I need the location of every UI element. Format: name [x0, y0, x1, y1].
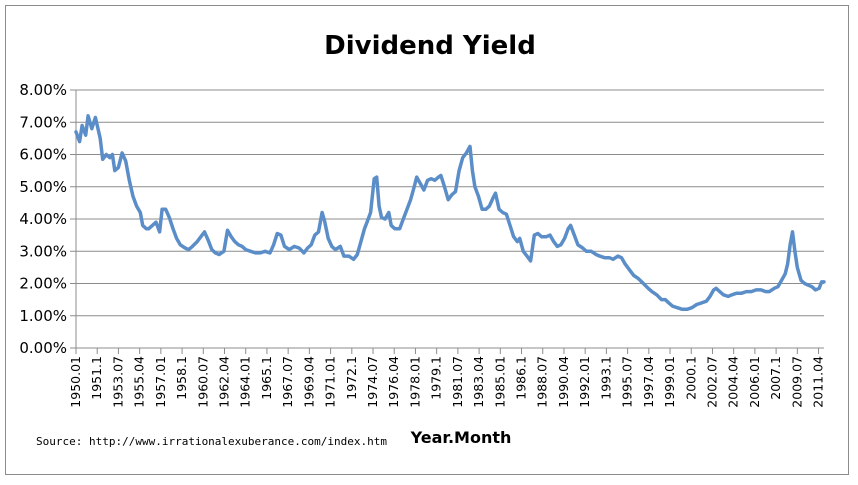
x-tick-label: 1997.04 [641, 356, 656, 408]
x-tick-label: 1990.04 [556, 356, 571, 408]
x-tick-label: 1971.01 [323, 356, 338, 408]
y-tick-label: 3.00% [19, 242, 67, 260]
y-tick-label: 4.00% [19, 210, 67, 228]
y-tick-label: 2.00% [19, 275, 67, 293]
x-tick-label: 1993.1 [598, 356, 613, 400]
x-tick-label: 1992.01 [577, 356, 592, 408]
x-tick-label: 1965.1 [259, 356, 274, 400]
x-axis-title: Year.Month [410, 428, 512, 447]
x-tick-label: 2000.1 [683, 356, 698, 400]
y-tick-label: 0.00% [19, 339, 67, 357]
source-note: Source: http://www.irrationalexuberance.… [36, 435, 387, 448]
x-tick-label: 1988.07 [535, 356, 550, 408]
x-tick-label: 1953.07 [110, 356, 125, 408]
x-tick-label: 1955.04 [132, 356, 147, 408]
series-line-dividend-yield [74, 114, 826, 312]
x-tick-label: 1983.04 [471, 356, 486, 408]
x-tick-label: 1976.04 [386, 356, 401, 408]
y-tick-label: 5.00% [19, 178, 67, 196]
x-tick-label: 1985.01 [492, 356, 507, 408]
y-tick-label: 8.00% [19, 81, 67, 99]
series-group [74, 114, 826, 312]
x-tick-label: 1967.07 [280, 356, 295, 408]
x-tick-label: 1950.01 [68, 356, 83, 408]
x-tick-label: 2006.01 [747, 356, 762, 408]
x-tick-label: 2002.07 [704, 356, 719, 408]
x-tick-label: 1979.1 [429, 356, 444, 400]
x-tick-label: 2009.07 [789, 356, 804, 408]
x-tick-label: 1981.07 [450, 356, 465, 408]
chart-frame: Dividend Yield 0.00% 1.00% 2.00% 3.00% 4.00%… [5, 5, 849, 475]
gridlines [76, 89, 824, 317]
x-tick-label: 1978.01 [407, 356, 422, 408]
y-tick-label: 7.00% [19, 113, 67, 131]
x-tick-label: 1986.1 [514, 356, 529, 400]
x-tick-label: 1974.07 [365, 356, 380, 408]
x-tick-label: 1995.07 [620, 356, 635, 408]
x-tick-label: 2004.04 [726, 356, 741, 408]
x-tick-label: 1972.1 [344, 356, 359, 400]
x-axis-ticks: 1950.01 1951.1 1953.07 1955.04 1957.01 1958.1… [68, 348, 826, 408]
x-tick-label: 2011.04 [811, 356, 826, 408]
y-tick-label: 6.00% [19, 146, 67, 164]
x-tick-label: 1962.04 [217, 356, 232, 408]
x-tick-label: 2007.1 [768, 356, 783, 400]
x-tick-label: 1969.04 [301, 356, 316, 408]
y-tick-label: 1.00% [19, 307, 67, 325]
y-axis-ticks: 0.00% 1.00% 2.00% 3.00% 4.00% 5.00% 6.00% 7.00%… [19, 81, 76, 357]
x-tick-label: 1951.1 [89, 356, 104, 400]
chart-title: Dividend Yield [324, 31, 536, 61]
x-tick-label: 1960.07 [195, 356, 210, 408]
x-tick-label: 1958.1 [174, 356, 189, 400]
x-tick-label: 1964.01 [238, 356, 253, 408]
dividend-yield-chart: Dividend Yield 0.00% 1.00% 2.00% 3.00% 4.00%… [19, 31, 826, 448]
x-tick-label: 1957.01 [153, 356, 168, 408]
x-tick-label: 1999.01 [662, 356, 677, 408]
